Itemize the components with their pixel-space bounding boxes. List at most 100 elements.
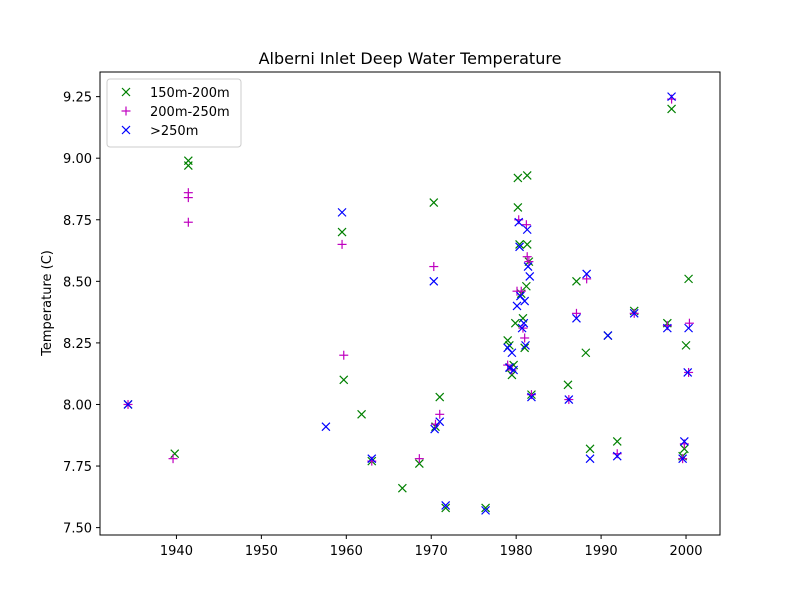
data-point: [414, 459, 424, 469]
data-point: [585, 454, 595, 464]
data-point: [522, 171, 532, 180]
y-tick-label: 8.50: [63, 275, 92, 290]
x-tick-label: 1980: [500, 544, 533, 559]
data-point: [429, 262, 439, 272]
data-point: [520, 343, 530, 353]
data-point: [684, 318, 694, 328]
data-point: [684, 367, 694, 377]
data-point: [571, 308, 581, 318]
plot-frame: [99, 71, 721, 536]
data-point: [441, 501, 451, 510]
data-point: [481, 503, 491, 513]
data-point: [430, 419, 440, 429]
data-point: [429, 198, 439, 207]
x-tick-label: 1940: [160, 544, 193, 559]
data-point: [507, 370, 517, 380]
y-tick-label: 8.00: [63, 398, 92, 413]
data-point: [515, 242, 524, 252]
x-tick-label: 1960: [330, 544, 363, 559]
data-point: [667, 92, 677, 102]
data-point: [521, 340, 530, 350]
legend-label: >250m: [150, 124, 198, 139]
data-point: [515, 239, 524, 249]
y-tick-label: 7.75: [63, 460, 92, 475]
data-point: [397, 483, 407, 493]
data-point: [519, 318, 529, 328]
data-point: [430, 424, 440, 434]
series-2: [123, 92, 693, 515]
data-point: [339, 375, 349, 385]
x-tick-label: 2000: [669, 544, 702, 559]
data-point: [435, 417, 445, 427]
data-point: [612, 436, 622, 446]
data-point: [441, 503, 451, 513]
series-0: [123, 104, 693, 513]
data-point: [170, 449, 180, 459]
data-point: [522, 225, 532, 235]
data-point: [504, 363, 514, 372]
data-point: [357, 409, 367, 419]
data-point: [679, 444, 689, 454]
data-point: [435, 392, 445, 402]
data-point: [582, 274, 592, 284]
data-point: [603, 331, 613, 340]
data-point: [523, 262, 533, 271]
data-point: [516, 286, 526, 296]
legend-label: 200m-250m: [150, 105, 230, 120]
data-point: [679, 436, 689, 446]
data-point: [513, 173, 523, 183]
plot-area: [123, 92, 694, 515]
data-point: [563, 380, 573, 390]
data-point: [183, 161, 193, 171]
data-point: [684, 323, 693, 333]
data-point: [514, 217, 524, 227]
data-point: [339, 350, 349, 360]
legend-marker: [121, 125, 131, 135]
data-point: [525, 271, 535, 281]
data-point: [683, 368, 693, 377]
y-axis-label: Temperature (C): [40, 250, 55, 357]
chart-title: Alberni Inlet Deep Water Temperature: [259, 49, 562, 68]
data-point: [581, 348, 591, 358]
data-point: [337, 207, 347, 217]
data-point: [337, 239, 347, 249]
legend-marker: [121, 106, 131, 116]
series-1: [123, 94, 694, 466]
x-tick-label: 1970: [415, 544, 448, 559]
y-tick-label: 7.50: [63, 522, 92, 537]
y-tick-label: 8.75: [63, 214, 92, 229]
legend-marker: [121, 87, 131, 97]
data-point: [510, 318, 520, 328]
data-point: [572, 313, 581, 323]
data-point: [123, 400, 133, 409]
data-point: [520, 333, 530, 343]
data-point: [517, 323, 527, 333]
data-point: [367, 454, 377, 464]
data-point: [503, 336, 513, 345]
y-tick-label: 8.25: [63, 337, 92, 352]
data-point: [522, 252, 532, 262]
data-point: [183, 193, 193, 203]
data-point: [183, 217, 193, 227]
data-point: [521, 220, 531, 230]
data-point: [414, 454, 424, 464]
data-point: [524, 257, 534, 267]
legend-box: [106, 78, 242, 148]
data-point: [667, 104, 677, 114]
data-point: [435, 409, 445, 419]
data-point: [512, 301, 522, 311]
data-point: [509, 365, 519, 375]
data-point: [662, 323, 672, 333]
data-point: [522, 239, 532, 249]
data-point: [527, 392, 536, 402]
legend: 150m-200m 200m-250m >250m: [106, 78, 242, 148]
y-axis: 7.50 7.75 8.00 8.25 8.50 8.75 9.00 9.25: [63, 91, 100, 537]
y-tick-label: 9.25: [63, 91, 92, 106]
x-axis: 1940 1950 1960 1970 1980 1990 2000: [160, 535, 703, 559]
data-point: [612, 451, 622, 461]
data-point: [481, 505, 491, 515]
data-point: [684, 274, 693, 284]
x-tick-label: 1950: [245, 544, 278, 559]
legend-label: 150m-200m: [150, 86, 230, 101]
